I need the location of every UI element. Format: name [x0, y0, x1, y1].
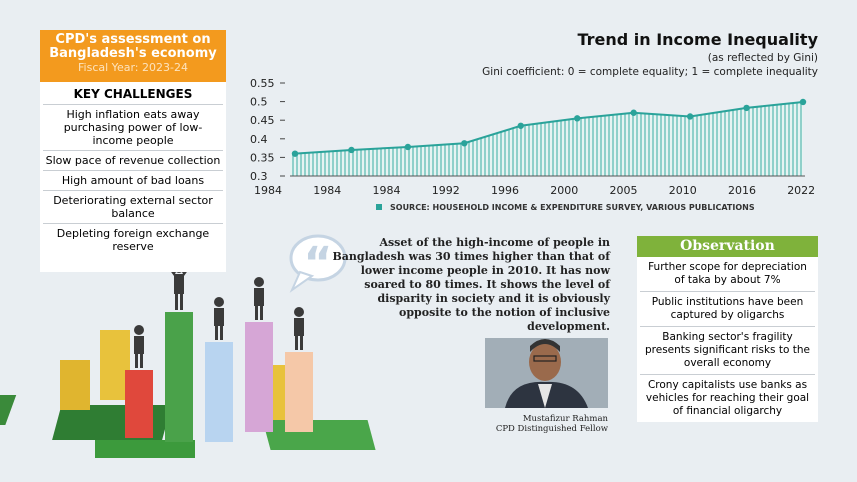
x-tick-label: 1984	[254, 184, 282, 197]
observation-list: Further scope for depreciation of taka b…	[637, 257, 818, 422]
panel-subtitle: Fiscal Year: 2023-24	[78, 61, 188, 74]
observation-item: Crony capitalists use banks as vehicles …	[640, 374, 815, 422]
illustration	[0, 260, 376, 458]
x-tick-label: 2016	[728, 184, 756, 197]
quote-icon: “	[289, 234, 347, 293]
y-tick-label: 0.5	[250, 96, 268, 109]
x-tick-label: 1984	[313, 184, 341, 197]
y-tick-label: 0.35	[250, 151, 275, 164]
panel-title: CPD's assessment on Bangladesh's economy	[49, 32, 217, 61]
point	[348, 146, 355, 154]
point	[574, 115, 581, 122]
chart-subtitle: (as reflected by Gini)	[708, 52, 818, 64]
x-tick-label: 2000	[550, 184, 578, 197]
quote-author: Mustafizur Rahman CPD Distinguished Fell…	[440, 414, 608, 434]
x-tick-label: 2005	[609, 184, 637, 197]
chart-note: Gini coefficient: 0 = complete equality;…	[482, 66, 818, 78]
x-tick-label: 2022	[787, 184, 815, 197]
quote-text: Asset of the high-income of people in Ba…	[332, 236, 610, 333]
x-tick-label: 1992	[432, 184, 460, 197]
svg-text:“: “	[304, 238, 333, 289]
chart-title: Trend in Income Inequality	[577, 30, 818, 49]
point	[799, 98, 807, 106]
y-tick-label: 0.55	[250, 77, 275, 90]
challenge-list: KEY CHALLENGES High inflation eats away …	[40, 82, 226, 272]
observation-item: Banking sector's fragility presents sign…	[640, 326, 815, 374]
y-tick-label: 0.3	[250, 170, 268, 183]
challenge-item: High inflation eats away purchasing powe…	[43, 104, 223, 150]
point	[517, 122, 524, 129]
line	[294, 100, 804, 155]
observation-item: Public institutions have been captured b…	[640, 291, 815, 326]
point	[630, 109, 637, 116]
portrait	[485, 338, 608, 408]
observation-heading: Observation	[637, 236, 818, 257]
observation-item: Further scope for depreciation of taka b…	[648, 261, 807, 286]
area	[290, 101, 803, 176]
point	[404, 143, 412, 151]
author-name: Mustafizur Rahman	[522, 414, 608, 424]
challenge-item: Depleting foreign exchange reserve	[43, 223, 223, 256]
x-tick-label: 2010	[669, 184, 697, 197]
panel-header: CPD's assessment on Bangladesh's economy…	[40, 30, 226, 82]
chart-source: SOURCE: HOUSEHOLD INCOME & EXPENDITURE S…	[390, 203, 755, 212]
challenge-item: Deteriorating external sector balance	[43, 190, 223, 223]
challenge-item: Slow pace of revenue collection	[43, 150, 223, 170]
list-heading: KEY CHALLENGES	[73, 87, 193, 101]
point	[686, 113, 694, 120]
point	[461, 140, 468, 147]
x-tick-label: 1984	[372, 184, 400, 197]
author-role: CPD Distinguished Fellow	[495, 424, 608, 434]
y-tick-label: 0.4	[250, 133, 268, 146]
point	[291, 150, 299, 157]
challenge-item: High amount of bad loans	[43, 170, 223, 190]
y-tick-label: 0.45	[250, 114, 275, 127]
point	[743, 104, 750, 112]
x-tick-label: 1996	[491, 184, 519, 197]
source-bullet	[376, 204, 382, 210]
